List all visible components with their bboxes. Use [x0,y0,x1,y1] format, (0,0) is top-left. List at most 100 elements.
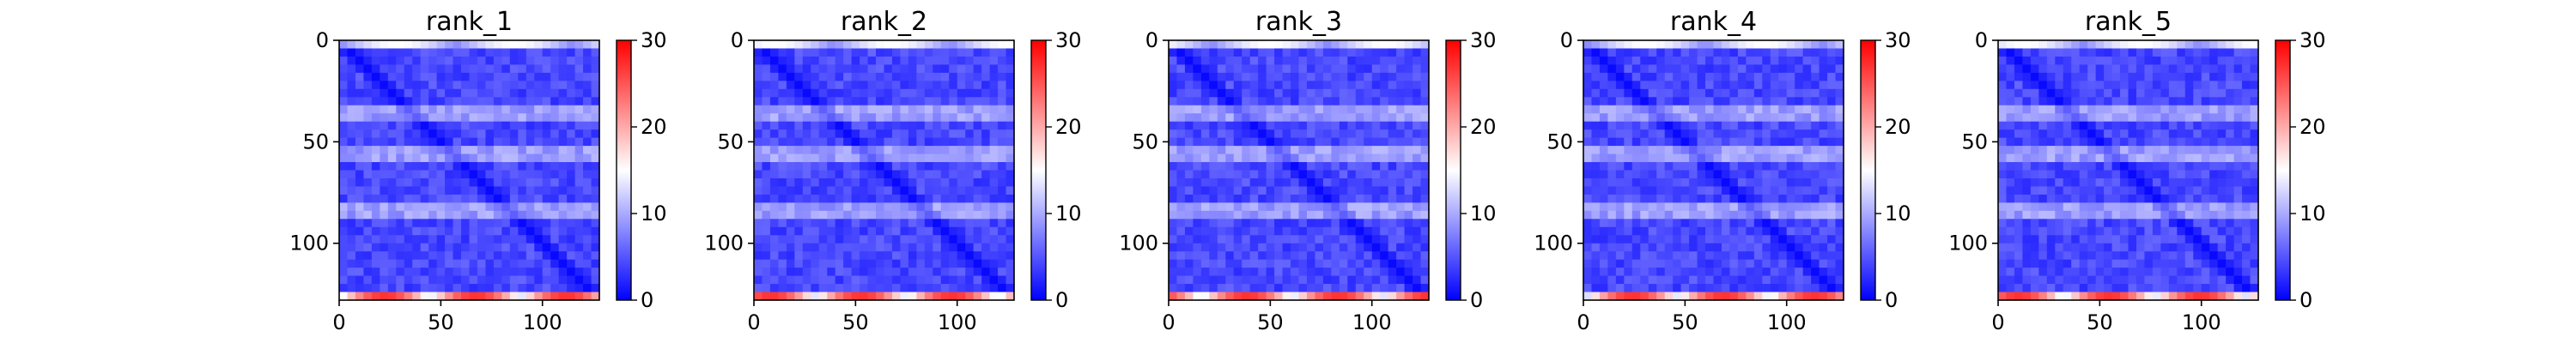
heatmap-cell [827,251,836,261]
heatmap-cell [2201,162,2210,172]
heatmap-cell [371,162,380,172]
heatmap-cell [940,210,950,220]
heatmap-cell [1233,48,1242,57]
heatmap-cell [1200,48,1210,57]
heatmap-cell [860,137,869,147]
heatmap-cell [1811,113,1820,123]
heatmap-cell [1249,48,1259,57]
heatmap-cell [1420,48,1430,57]
heatmap-cell [1607,137,1617,147]
heatmap-cell [380,284,389,293]
heatmap-cell [396,146,405,155]
heatmap-cell [534,40,544,50]
heatmap-cell [1258,194,1267,203]
heatmap-cell [802,129,811,139]
heatmap-cell [1607,40,1617,50]
heatmap-cell [827,153,836,163]
heatmap-cell [1705,194,1715,203]
heatmap-cell [2233,194,2243,203]
heatmap-cell [860,186,869,196]
heatmap-cell [1217,88,1226,98]
heatmap-cell [355,137,365,147]
heatmap-cell [786,146,795,155]
heatmap-cell [1795,292,1804,301]
heatmap-cell [1770,292,1779,301]
heatmap-cell [1998,178,2008,188]
heatmap-cell [1200,121,1210,130]
x-tick-label: 50 [1257,310,1284,334]
heatmap-cell [339,210,349,220]
heatmap-cell [1225,56,1235,66]
heatmap-cell [2095,235,2105,244]
heatmap-cell [1591,170,1601,179]
heatmap-cell [1697,72,1706,81]
heatmap-cell [1607,194,1617,203]
heatmap-cell [762,72,771,81]
heatmap-cell [363,170,373,179]
heatmap-cell [2233,40,2243,50]
heatmap-cell [1778,72,1788,81]
heatmap-cell [420,129,429,139]
heatmap-cell [591,226,600,236]
heatmap-cell [1355,178,1364,188]
heatmap-cell [2038,81,2048,90]
heatmap-cell [518,137,527,147]
heatmap-cell [1599,129,1609,139]
heatmap-cell [916,259,926,268]
heatmap-cell [2014,64,2024,74]
heatmap-cell [583,170,592,179]
heatmap-cell [973,88,982,98]
heatmap-cell [436,259,446,268]
heatmap-cell [1827,186,1837,196]
heatmap-cell [1306,146,1316,155]
heatmap-cell [1713,64,1722,74]
heatmap-cell [1998,146,2008,155]
heatmap-cell [2030,121,2039,130]
heatmap-cell [843,146,853,155]
heatmap-cell [1193,292,1202,301]
heatmap-cell [2209,146,2219,155]
heatmap-cell [786,170,795,179]
heatmap-cell [1811,251,1820,261]
heatmap-cell [778,121,787,130]
heatmap-cell [1680,97,1690,106]
heatmap-cell [1364,292,1373,301]
heatmap-cell [940,81,950,90]
heatmap-cell [380,292,389,301]
heatmap-cell [973,284,982,293]
heatmap-cell [2209,219,2219,228]
heatmap-cell [1737,178,1747,188]
heatmap-cell [518,170,527,179]
heatmap-cell [957,56,966,66]
heatmap-cell [2071,194,2081,203]
heatmap-cell [1306,162,1316,172]
heatmap-cell [981,48,991,57]
heatmap-cell [1282,56,1291,66]
heatmap-cell [380,56,389,66]
heatmap-cell [591,81,600,90]
heatmap-cell [1217,226,1226,236]
heatmap-cell [2201,186,2210,196]
heatmap-cell [1258,202,1267,212]
heatmap-cell [1413,235,1422,244]
heatmap-cell [1599,64,1609,74]
heatmap-cell [371,146,380,155]
heatmap-cell [981,129,991,139]
heatmap-cell [998,72,1007,81]
heatmap-cell [1599,268,1609,277]
y-tick-label: 0 [1145,28,1158,52]
heatmap-cell [2014,40,2024,50]
heatmap-cell [1249,268,1259,277]
heatmap-cell [518,268,527,277]
heatmap-cell [876,129,885,139]
heatmap-cell [558,121,568,130]
heatmap-cell [363,81,373,90]
heatmap-cell [2152,219,2161,228]
heatmap-cell [420,219,429,228]
heatmap-cell [802,226,811,236]
heatmap-cell [1599,105,1609,114]
heatmap-cell [900,40,909,50]
heatmap-cell [957,64,966,74]
heatmap-cell [2030,97,2039,106]
heatmap-cell [534,113,544,123]
